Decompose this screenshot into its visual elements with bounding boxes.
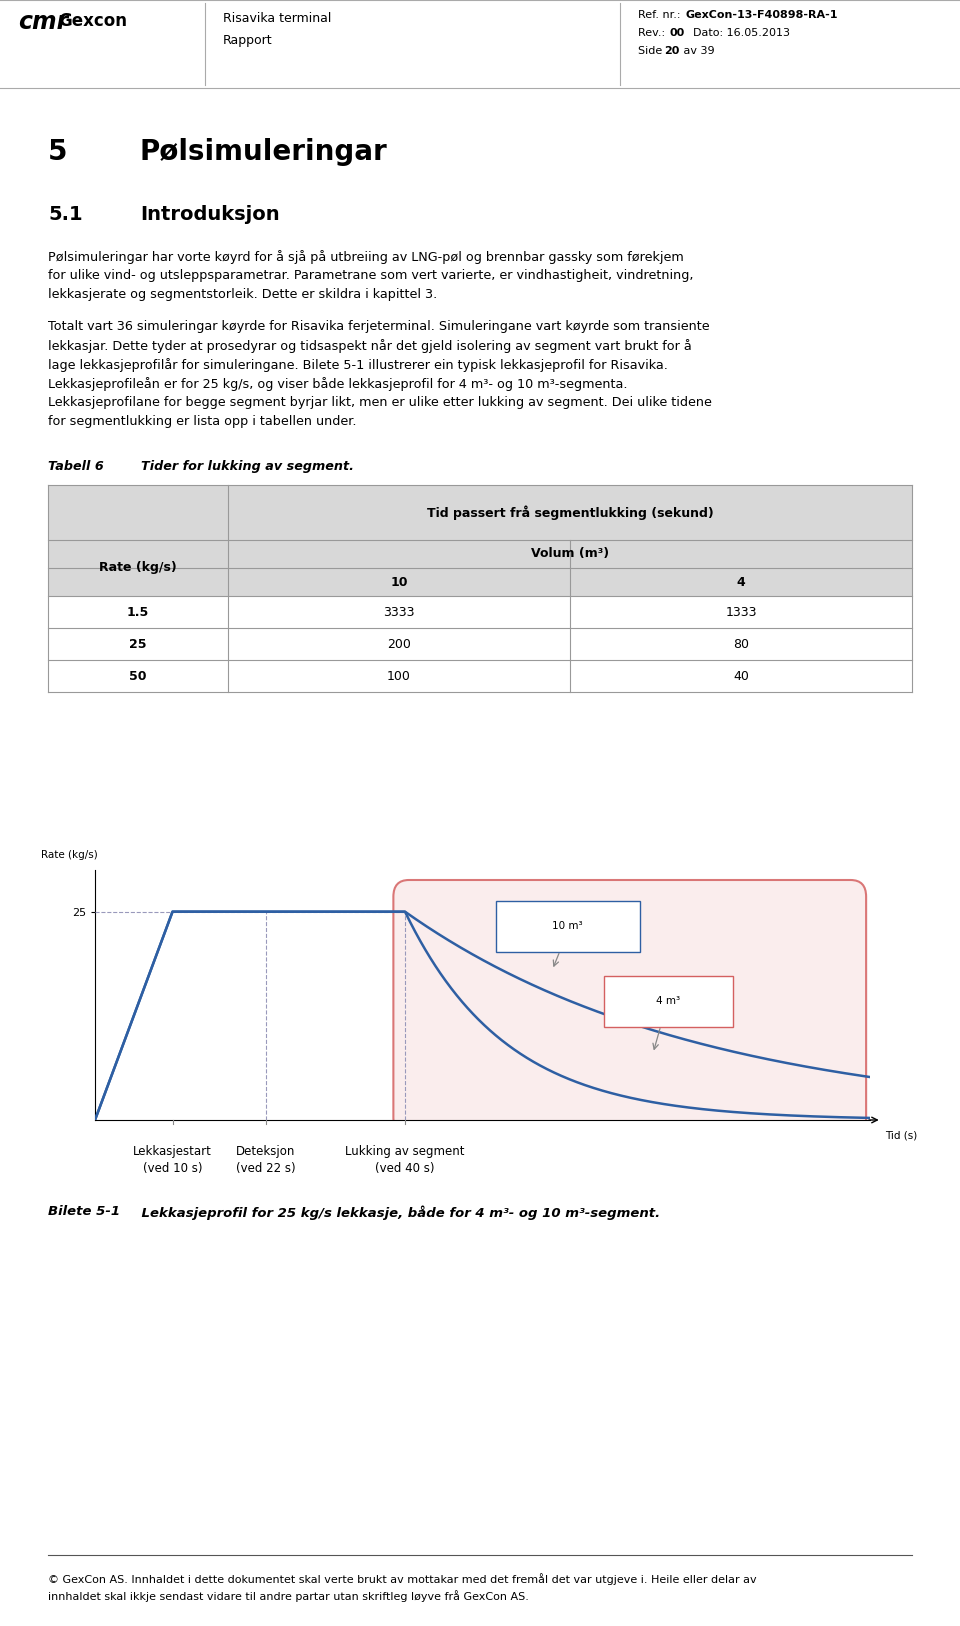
Text: Pølsimuleringar: Pølsimuleringar <box>140 138 388 166</box>
Text: for segmentlukking er lista opp i tabellen under.: for segmentlukking er lista opp i tabell… <box>48 415 356 428</box>
Text: lage lekkasjeprofilår for simuleringane. Bilete 5-1 illustrerer ein typisk lekka: lage lekkasjeprofilår for simuleringane.… <box>48 358 668 372</box>
FancyBboxPatch shape <box>604 976 732 1026</box>
Text: Lekkasjeprofilane for begge segment byrjar likt, men er ulike etter lukking av s: Lekkasjeprofilane for begge segment byrj… <box>48 397 712 410</box>
Text: 10: 10 <box>391 576 408 589</box>
FancyBboxPatch shape <box>394 880 866 1135</box>
Text: 00: 00 <box>670 28 685 37</box>
Text: © GexCon AS. Innhaldet i dette dokumentet skal verte brukt av mottakar med det f: © GexCon AS. Innhaldet i dette dokumente… <box>48 1572 756 1585</box>
Text: 100: 100 <box>387 670 411 683</box>
Bar <box>48 485 912 540</box>
Text: 4 m³: 4 m³ <box>657 995 681 1006</box>
Text: 1333: 1333 <box>725 605 756 618</box>
Text: 5.1: 5.1 <box>48 205 83 224</box>
Text: lekkasjerate og segmentstorleik. Dette er skildra i kapittel 3.: lekkasjerate og segmentstorleik. Dette e… <box>48 288 437 301</box>
Text: GexCon-13-F40898-RA-1: GexCon-13-F40898-RA-1 <box>686 10 838 20</box>
Bar <box>228 567 912 597</box>
Text: 20: 20 <box>664 46 680 55</box>
Text: Tabell 6: Tabell 6 <box>48 460 104 473</box>
Text: 40: 40 <box>733 670 749 683</box>
Text: Bilete 5-1: Bilete 5-1 <box>48 1205 120 1218</box>
Text: 25: 25 <box>130 637 147 650</box>
Text: (ved 40 s): (ved 40 s) <box>375 1163 435 1176</box>
Text: lekkasjar. Dette tyder at prosedyrar og tidsaspekt når det gjeld isolering av se: lekkasjar. Dette tyder at prosedyrar og … <box>48 338 692 353</box>
Text: Tider for lukking av segment.: Tider for lukking av segment. <box>123 460 354 473</box>
Text: Rev.:: Rev.: <box>638 28 668 37</box>
Text: Introduksjon: Introduksjon <box>140 205 279 224</box>
Text: (ved 22 s): (ved 22 s) <box>236 1163 296 1176</box>
Bar <box>48 540 228 597</box>
Text: 80: 80 <box>733 637 749 650</box>
Text: Lekkasjeprofil for 25 kg/s lekkasje, både for 4 m³- og 10 m³-segment.: Lekkasjeprofil for 25 kg/s lekkasje, båd… <box>123 1205 660 1220</box>
Text: Lekkasjestart: Lekkasjestart <box>133 1145 212 1158</box>
Text: for ulike vind- og utsleppsparametrar. Parametrane som vert varierte, er vindhas: for ulike vind- og utsleppsparametrar. P… <box>48 268 693 281</box>
Text: Side: Side <box>638 46 665 55</box>
Text: Totalt vart 36 simuleringar køyrde for Risavika ferjeterminal. Simuleringane var: Totalt vart 36 simuleringar køyrde for R… <box>48 320 709 333</box>
Text: (ved 10 s): (ved 10 s) <box>143 1163 203 1176</box>
Bar <box>48 597 912 628</box>
Text: 5: 5 <box>48 138 67 166</box>
Text: Dato: 16.05.2013: Dato: 16.05.2013 <box>686 28 790 37</box>
Text: Lekkasjeprofileån er for 25 kg/s, og viser både lekkasjeprofil for 4 m³- og 10 m: Lekkasjeprofileån er for 25 kg/s, og vis… <box>48 377 628 390</box>
Text: Gexcon: Gexcon <box>58 11 127 29</box>
Text: 10 m³: 10 m³ <box>552 920 583 930</box>
Text: Tid (s): Tid (s) <box>885 1130 918 1140</box>
Text: Risavika terminal: Risavika terminal <box>223 11 331 24</box>
Text: 1.5: 1.5 <box>127 605 149 618</box>
FancyBboxPatch shape <box>495 901 639 951</box>
Text: 3333: 3333 <box>383 605 415 618</box>
Text: 200: 200 <box>387 637 411 650</box>
Text: av 39: av 39 <box>680 46 714 55</box>
Text: innhaldet skal ikkje sendast vidare til andre partar utan skriftleg løyve frå Ge: innhaldet skal ikkje sendast vidare til … <box>48 1590 529 1602</box>
Text: Tid passert frå segmentlukking (sekund): Tid passert frå segmentlukking (sekund) <box>426 506 713 520</box>
Text: 4: 4 <box>736 576 745 589</box>
Text: Pølsimuleringar har vorte køyrd for å sjå på utbreiing av LNG-pøl og brennbar ga: Pølsimuleringar har vorte køyrd for å sj… <box>48 250 684 263</box>
Text: 50: 50 <box>130 670 147 683</box>
Text: Deteksjon: Deteksjon <box>236 1145 295 1158</box>
Bar <box>48 660 912 693</box>
Text: cmr: cmr <box>18 10 68 34</box>
Text: Rapport: Rapport <box>223 34 273 47</box>
Text: Rate (kg/s): Rate (kg/s) <box>40 850 98 860</box>
Text: Ref. nr.:: Ref. nr.: <box>638 10 684 20</box>
Bar <box>48 628 912 660</box>
Bar <box>228 540 912 567</box>
Text: Lukking av segment: Lukking av segment <box>346 1145 465 1158</box>
Text: Rate (kg/s): Rate (kg/s) <box>99 561 177 574</box>
Text: Volum (m³): Volum (m³) <box>531 548 609 561</box>
